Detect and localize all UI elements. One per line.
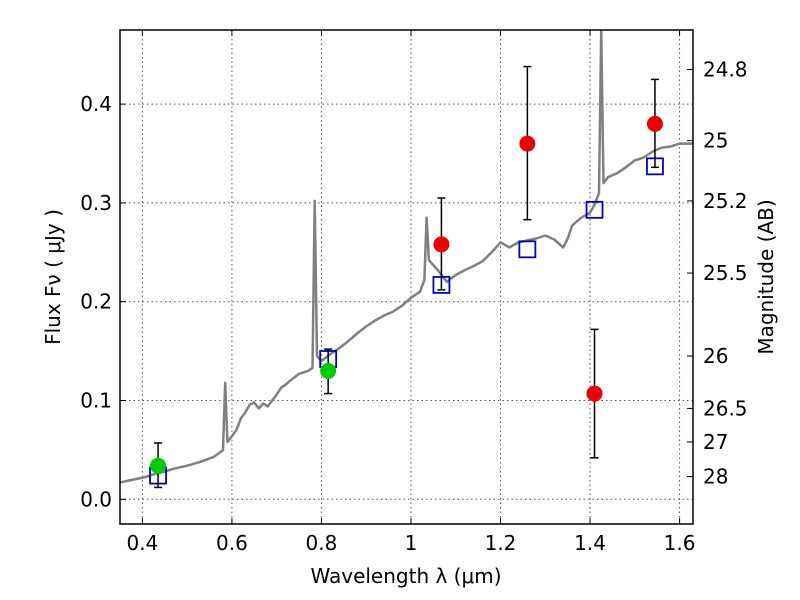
plot-data [120, 30, 693, 489]
y-tick-label: 0.0 [80, 487, 112, 511]
x-tick-label: 1.2 [485, 531, 517, 555]
tick-labels: 0.4 0.6 0.8 1 1.2 1.4 1.6 0.0 0.1 0.2 0.3 0.4 24.8 25… [80, 58, 747, 555]
y-tick-label: 0.3 [80, 191, 112, 215]
green-point [320, 362, 337, 379]
right-tick-label: 25.5 [703, 261, 748, 285]
x-tick-label: 1.6 [664, 531, 696, 555]
right-tick-label: 24.8 [703, 58, 748, 82]
tick-marks [120, 30, 693, 524]
x-tick-label: 0.8 [306, 531, 338, 555]
right-axis-label: Magnitude (AB) [754, 199, 778, 354]
x-tick-label: 0.4 [126, 531, 158, 555]
green-point [150, 457, 167, 474]
model-square [585, 200, 604, 219]
y-axis-label: Flux Fν ( μJy ) [41, 209, 65, 345]
right-tick-label: 25.2 [703, 189, 748, 213]
right-tick-label: 28 [703, 465, 728, 489]
model-square [518, 240, 537, 259]
right-tick-label: 27 [703, 430, 728, 454]
right-tick-label: 25 [703, 129, 728, 153]
red-point [433, 236, 450, 253]
right-tick-label: 26.5 [703, 396, 748, 420]
y-tick-label: 0.4 [80, 92, 112, 116]
right-tick-label: 26 [703, 344, 728, 368]
x-tick-label: 0.6 [216, 531, 248, 555]
y-tick-label: 0.2 [80, 290, 112, 314]
y-tick-label: 0.1 [80, 389, 112, 413]
x-tick-label: 1 [405, 531, 418, 555]
red-point [586, 385, 603, 402]
red-point [519, 135, 536, 152]
x-tick-label: 1.4 [574, 531, 606, 555]
x-axis-label: Wavelength λ (μm) [310, 564, 501, 588]
red-point [646, 115, 663, 132]
plot-frame [119, 29, 694, 525]
sed-curve [120, 30, 693, 484]
